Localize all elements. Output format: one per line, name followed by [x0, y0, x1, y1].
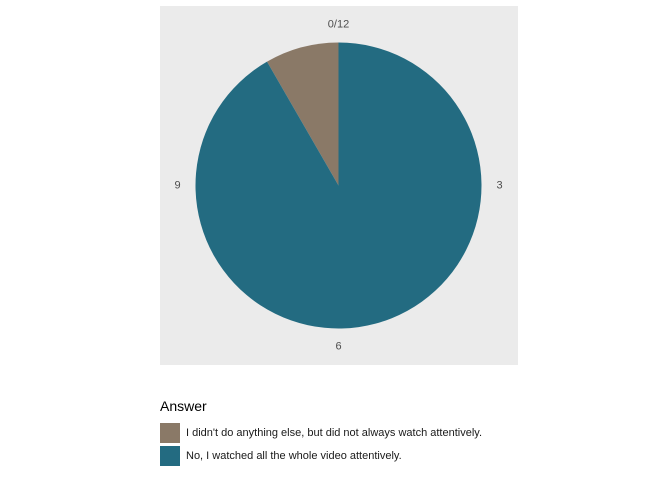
legend-key-2 [160, 445, 180, 466]
legend-label-1: I didn't do anything else, but did not a… [186, 426, 483, 439]
legend: Answer I didn't do anything else, but di… [160, 397, 660, 467]
pie-slice-2 [195, 42, 482, 329]
angle-tick-label-1: 0/12 [328, 19, 349, 31]
pie-slices [195, 42, 482, 329]
legend-item-1: I didn't do anything else, but did not a… [160, 421, 660, 444]
angle-tick-label-2: 3 [496, 180, 502, 192]
legend-key-1 [160, 422, 180, 443]
angle-tick-labels: 0/12 3 6 9 [174, 19, 502, 353]
legend-title: Answer [160, 398, 207, 414]
pie-slice-1 [267, 42, 339, 186]
angle-tick-label-3: 6 [335, 341, 341, 353]
legend-label-2: No, I watched all the whole video attent… [186, 449, 402, 462]
angle-tick-label-4: 9 [174, 180, 180, 192]
legend-item-2: No, I watched all the whole video attent… [160, 444, 660, 467]
